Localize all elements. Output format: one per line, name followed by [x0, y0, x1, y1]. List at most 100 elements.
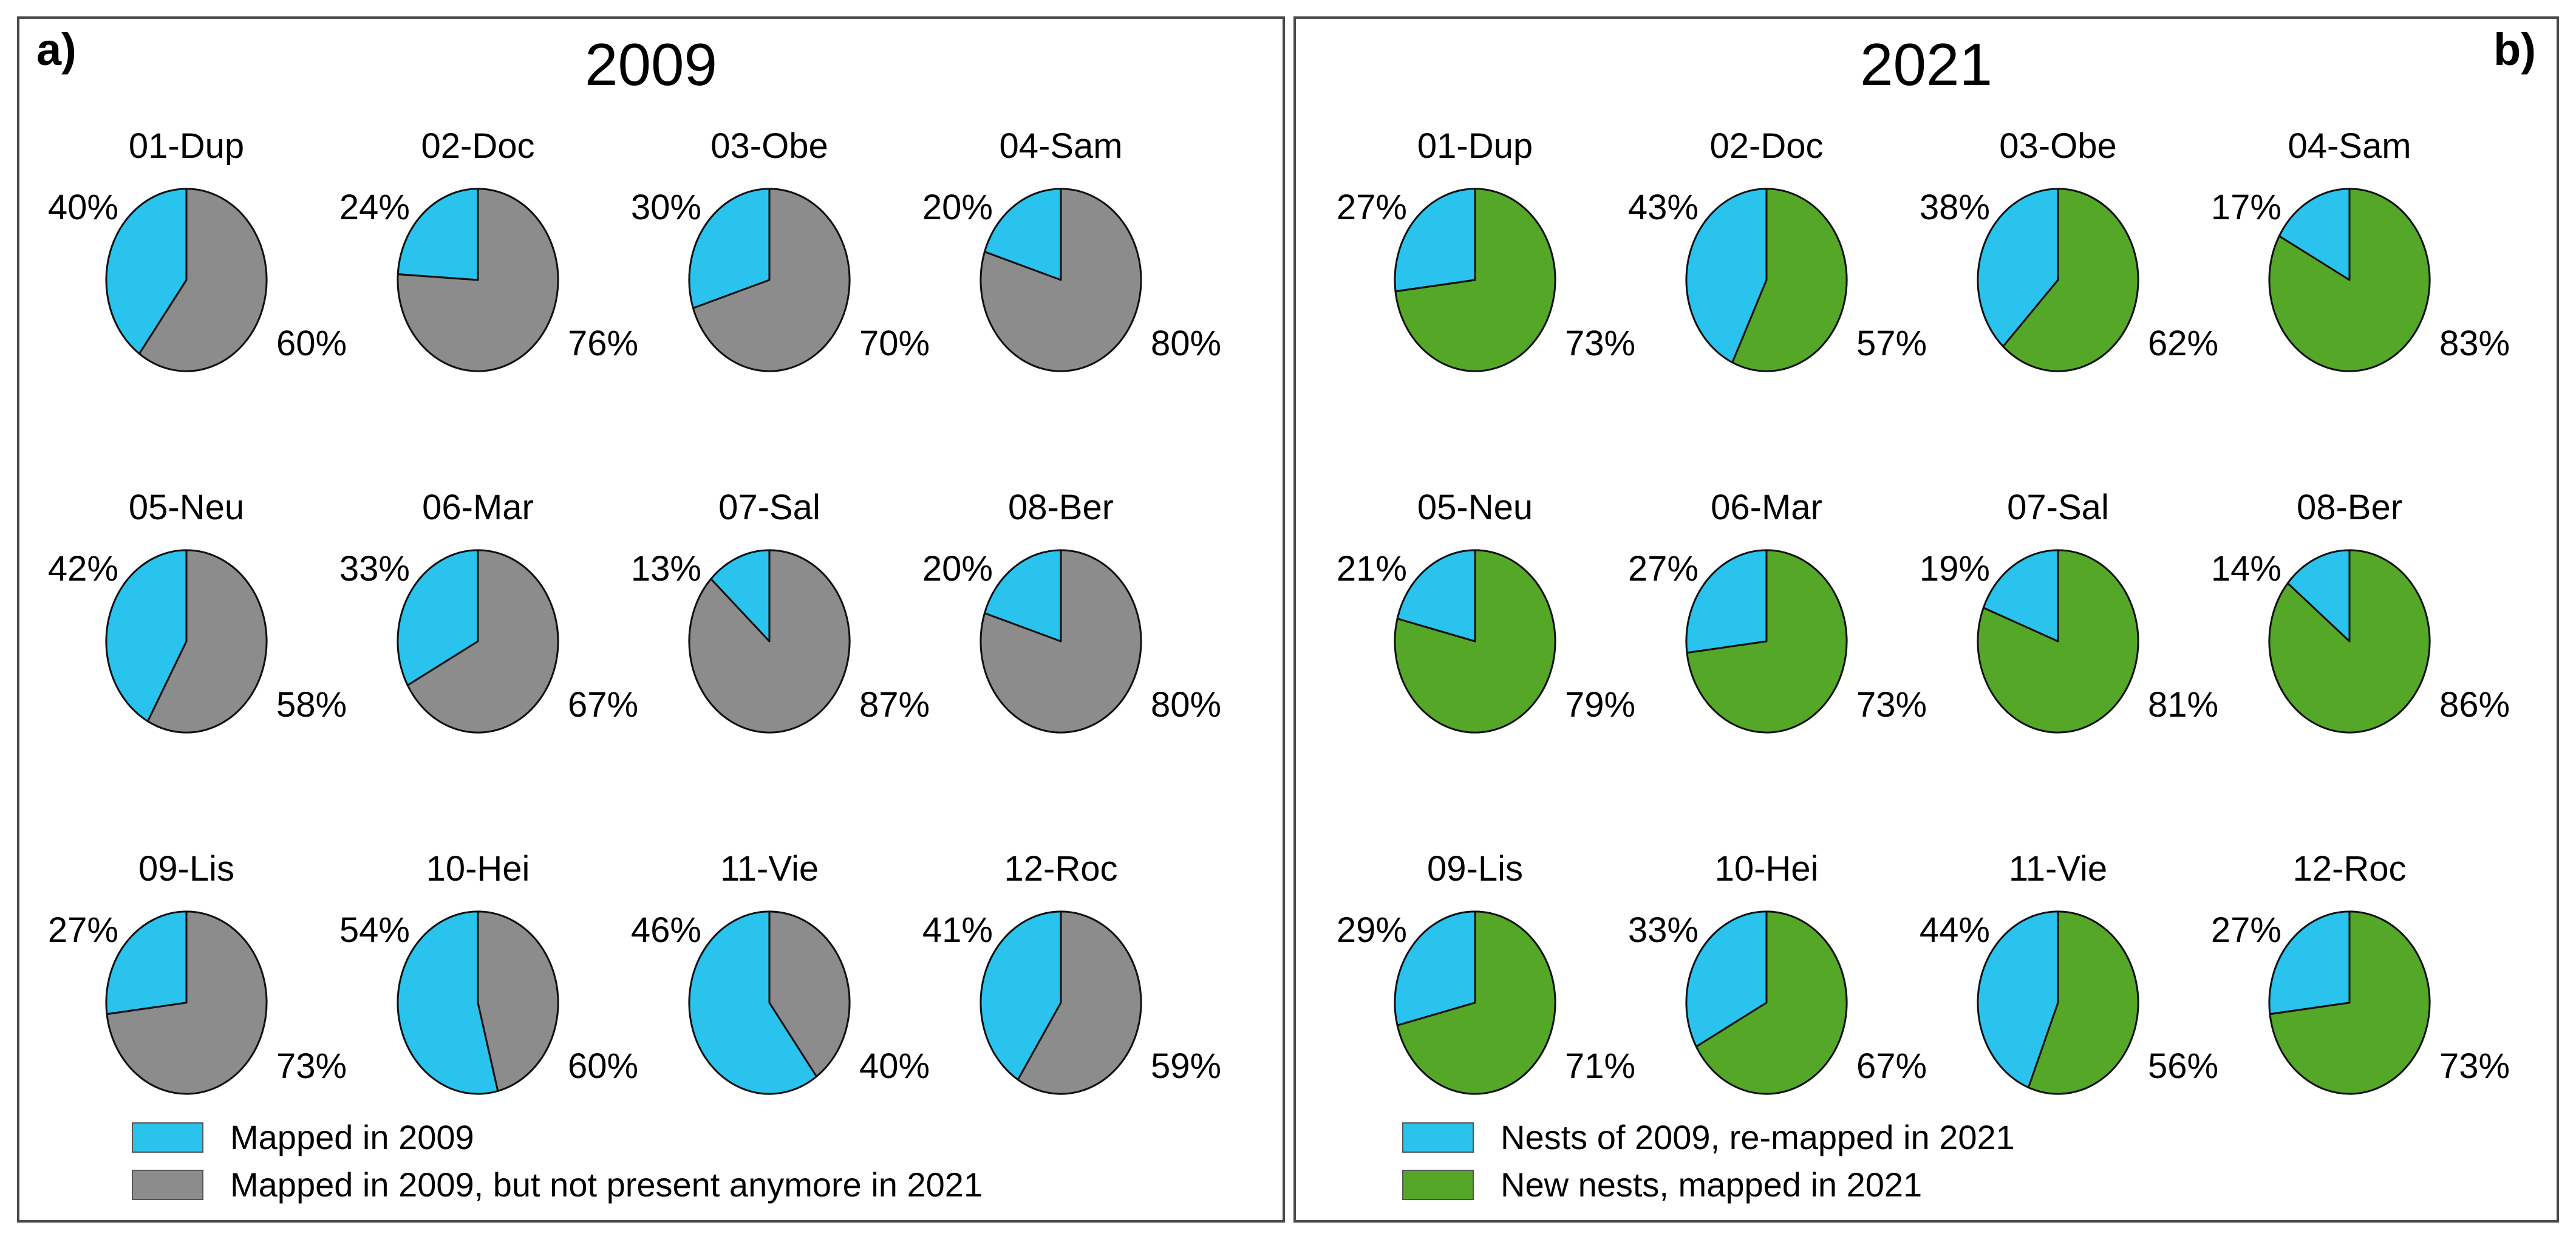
pie-slice-first	[1396, 549, 1476, 643]
panel-a-title: 2009	[584, 31, 717, 98]
pie-second-pct-label: 60%	[276, 324, 347, 363]
pie-site-label: 08-Ber	[2296, 488, 2403, 527]
pie-slice-second	[692, 188, 851, 372]
pie-slice-first	[1394, 188, 1476, 293]
pie-slice-second	[768, 910, 851, 1077]
pie-slice-second	[106, 910, 268, 1095]
pie-site-label: 10-Hei	[426, 849, 530, 889]
pie-site-label: 01-Dup	[1417, 126, 1533, 166]
pie-cell-a-01-Dup: 01-Dup 40% 60%	[41, 122, 347, 483]
pie-slice-first	[983, 188, 1062, 281]
pie-slice-first	[688, 188, 771, 309]
pie-chart-a-07-Sal	[688, 549, 851, 734]
pie-cell-b-08-Ber: 08-Ber 14% 86%	[2204, 483, 2510, 845]
pie-cell-a-11-Vie: 11-Vie 46% 40%	[624, 845, 930, 1206]
pie-first-pct-label: 14%	[2210, 549, 2281, 589]
legend-label: Mapped in 2009	[230, 1118, 474, 1156]
pie-second-pct-label: 83%	[2439, 324, 2510, 363]
pie-first-pct-label: 46%	[630, 910, 701, 950]
pie-site-label: 07-Sal	[718, 488, 820, 527]
legend-swatch	[1402, 1122, 1474, 1153]
pie-cell-a-04-Sam: 04-Sam 20% 80%	[915, 122, 1221, 483]
pie-slice-second	[1695, 910, 1848, 1095]
pie-slice-first	[1977, 910, 2059, 1089]
pie-site-label: 12-Roc	[1004, 849, 1118, 889]
pie-second-pct-label: 70%	[859, 324, 930, 363]
pie-first-pct-label: 38%	[1919, 188, 1990, 227]
pie-site-label: 01-Dup	[128, 126, 245, 166]
pie-first-pct-label: 27%	[2210, 910, 2281, 950]
pie-cell-b-03-Obe: 03-Obe 38% 62%	[1912, 122, 2218, 483]
pie-slice-first	[397, 549, 479, 686]
pie-first-pct-label: 20%	[922, 549, 993, 589]
pie-first-pct-label: 40%	[47, 188, 118, 227]
pie-slice-second	[146, 549, 268, 734]
pie-slice-first	[688, 910, 818, 1095]
pie-slice-first	[2268, 910, 2351, 1015]
pie-chart-b-02-Doc	[1685, 188, 1848, 372]
pie-second-pct-label: 73%	[2439, 1046, 2510, 1086]
pie-slice-second	[1017, 910, 1142, 1095]
pie-first-pct-label: 30%	[630, 188, 701, 227]
pie-first-pct-label: 27%	[47, 910, 118, 950]
pie-row: 09-Lis 29% 71% 10-Hei 33% 67% 11-Vie 44% 56% 12-R…	[1329, 845, 2510, 1206]
pie-cell-b-12-Roc: 12-Roc 27% 73%	[2204, 845, 2510, 1206]
pie-first-pct-label: 17%	[2210, 188, 2281, 227]
pie-site-label: 09-Lis	[138, 849, 234, 889]
pie-cell-a-10-Hei: 10-Hei 54% 60%	[332, 845, 638, 1206]
panel-a-corner-label: a)	[36, 24, 77, 75]
pie-cell-a-02-Doc: 02-Doc 24% 76%	[332, 122, 638, 483]
pie-first-pct-label: 41%	[922, 910, 993, 950]
pie-slice-first	[1977, 188, 2059, 347]
pie-site-label: 07-Sal	[2007, 488, 2109, 527]
pie-second-pct-label: 81%	[2148, 685, 2219, 725]
pie-slice-second	[1686, 549, 1848, 734]
pie-slice-second	[1394, 188, 1556, 372]
pie-site-label: 04-Sam	[2288, 126, 2411, 166]
legend-row: New nests, mapped in 2021	[1402, 1167, 2015, 1203]
pie-slice-first	[1685, 549, 1768, 654]
pie-slice-first	[710, 549, 771, 643]
pie-slice-first	[105, 188, 188, 355]
pie-site-label: 11-Vie	[2008, 849, 2108, 889]
pie-chart-a-03-Obe	[688, 188, 851, 372]
pie-chart-b-11-Vie	[1977, 910, 2139, 1095]
panel-2009: a) 2009 01-Dup 40% 60% 02-Doc 24% 76% 03-Obe 30…	[17, 16, 1285, 1223]
pie-first-pct-label: 54%	[339, 910, 410, 950]
pie-chart-a-05-Neu	[105, 549, 268, 734]
pie-second-pct-label: 79%	[1565, 685, 1636, 725]
pie-chart-a-04-Sam	[980, 188, 1142, 372]
pie-second-pct-label: 87%	[859, 685, 930, 725]
pie-cell-a-09-Lis: 09-Lis 27% 73%	[41, 845, 347, 1206]
pie-second-pct-label: 59%	[1151, 1046, 1222, 1086]
pie-first-pct-label: 29%	[1336, 910, 1407, 950]
pie-chart-b-09-Lis	[1394, 910, 1556, 1095]
pie-slice-first	[1685, 188, 1768, 364]
pie-slice-second	[2027, 910, 2139, 1095]
panel-b-title: 2021	[1859, 31, 1992, 98]
pie-first-pct-label: 13%	[630, 549, 701, 589]
pie-slice-first	[1982, 549, 2059, 643]
pie-row: 05-Neu 42% 58% 06-Mar 33% 67% 07-Sal 13% 87% 08-B…	[41, 483, 1221, 845]
pie-chart-b-05-Neu	[1394, 549, 1556, 734]
pie-row: 01-Dup 40% 60% 02-Doc 24% 76% 03-Obe 30% 70% 04-S…	[41, 122, 1221, 483]
pie-row: 01-Dup 27% 73% 02-Doc 43% 57% 03-Obe 38% 62% 04-S…	[1329, 122, 2510, 483]
pie-first-pct-label: 27%	[1627, 549, 1699, 589]
pie-site-label: 10-Hei	[1714, 849, 1819, 889]
pie-slice-first	[983, 549, 1062, 643]
legend-label: New nests, mapped in 2021	[1501, 1165, 1923, 1204]
pie-site-label: 09-Lis	[1427, 849, 1523, 889]
pie-chart-b-07-Sal	[1977, 549, 2139, 734]
pie-row: 09-Lis 27% 73% 10-Hei 54% 60% 11-Vie 46% 40% 12-R…	[41, 845, 1221, 1206]
pie-second-pct-label: 57%	[1856, 324, 1927, 363]
pie-cell-b-02-Doc: 02-Doc 43% 57%	[1621, 122, 1927, 483]
pie-chart-a-01-Dup	[105, 188, 268, 372]
legend-2009: Mapped in 2009 Mapped in 2009, but not pr…	[132, 1119, 983, 1214]
pie-chart-b-12-Roc	[2268, 910, 2431, 1095]
pie-slice-second	[138, 188, 268, 372]
pie-slice-second	[397, 188, 559, 372]
pie-first-pct-label: 21%	[1336, 549, 1407, 589]
pie-first-pct-label: 44%	[1919, 910, 1990, 950]
pie-first-pct-label: 20%	[922, 188, 993, 227]
pie-site-label: 03-Obe	[1999, 126, 2117, 166]
